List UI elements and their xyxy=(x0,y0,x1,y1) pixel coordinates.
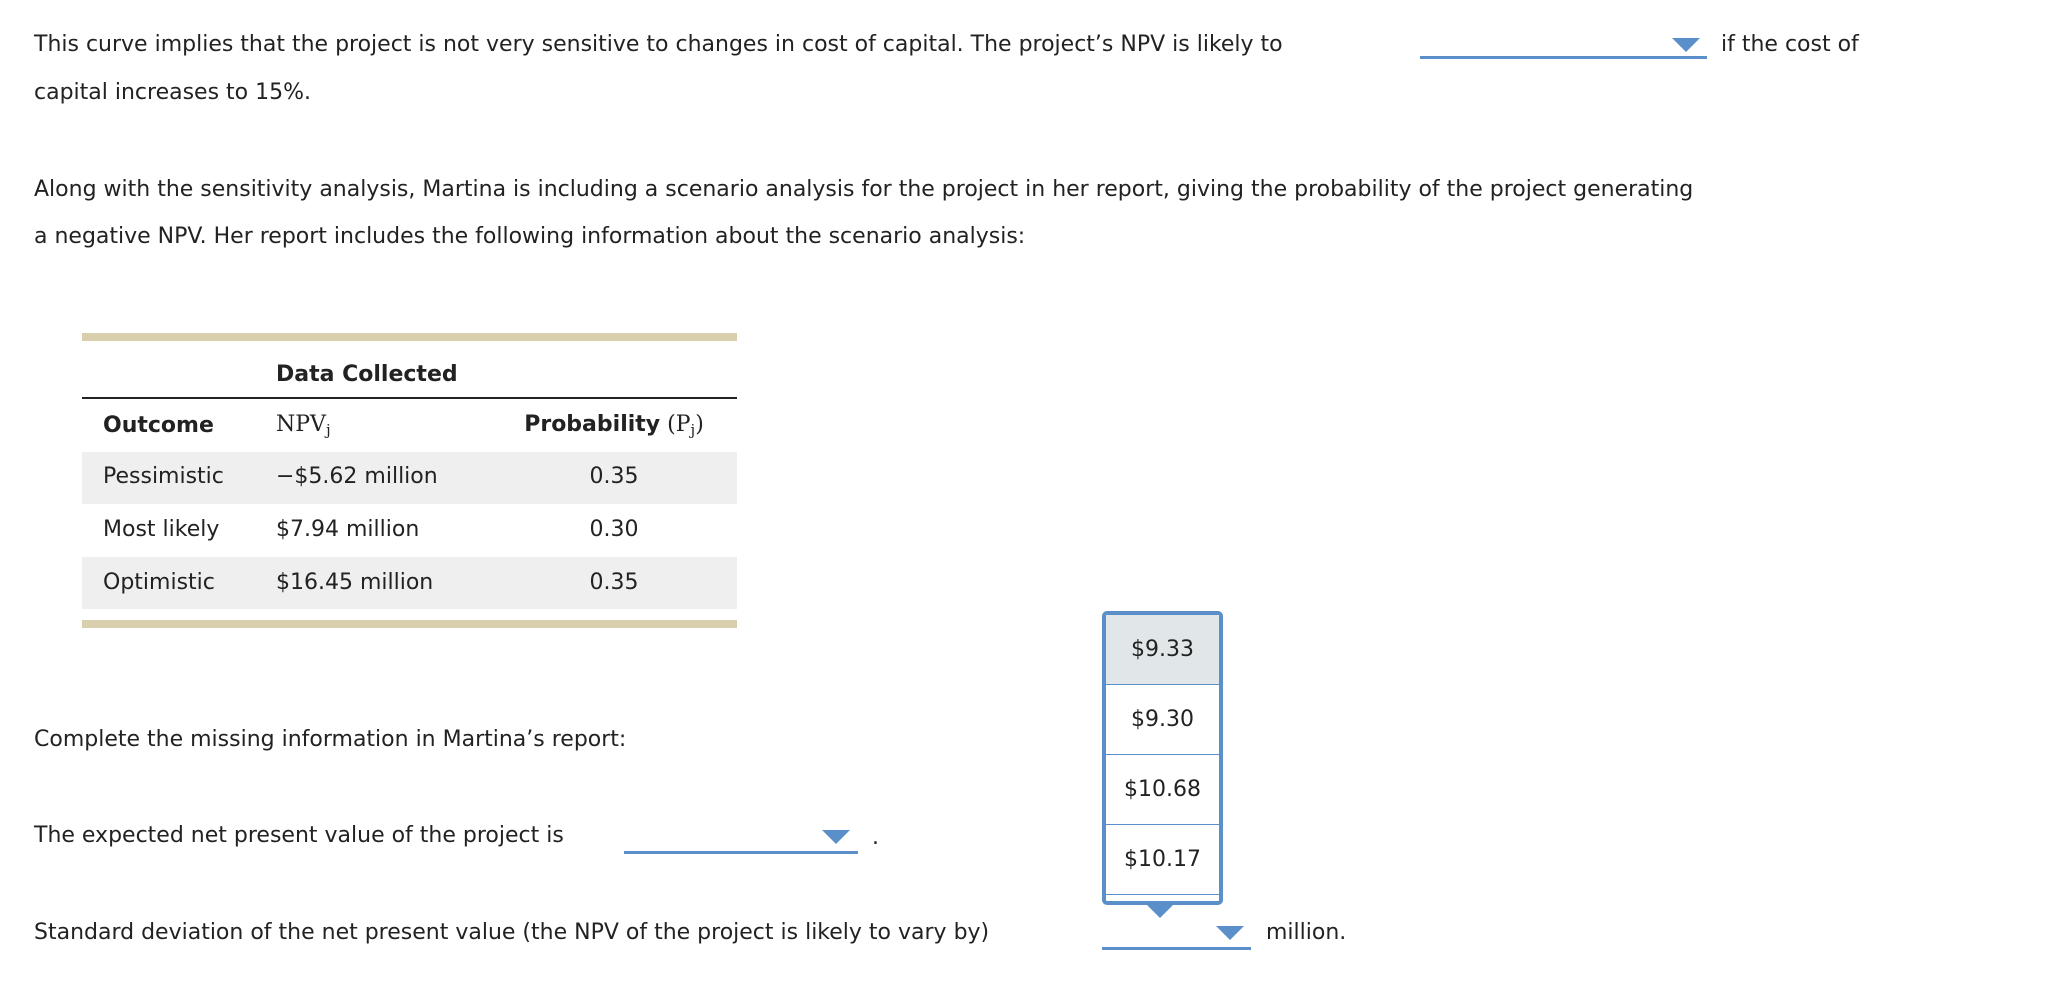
table-cell: $7.94 million xyxy=(276,517,420,542)
header-subscript: j xyxy=(325,421,331,439)
header-text: NPV xyxy=(276,412,326,437)
question-text: The expected net present value of the pr… xyxy=(34,823,564,848)
header-subscript: j xyxy=(690,421,696,439)
row-band xyxy=(82,452,737,504)
dropdown-option[interactable]: $9.33 xyxy=(1106,615,1219,685)
table-cell: −$5.62 million xyxy=(276,464,438,489)
dropdown-option[interactable]: $10.17 xyxy=(1106,825,1219,895)
dropdown[interactable] xyxy=(624,824,858,854)
header-text: Probability xyxy=(524,412,661,437)
dropdown-arrow[interactable] xyxy=(822,830,850,844)
table-border xyxy=(82,333,737,341)
column-header: Outcome xyxy=(103,413,214,438)
menu-pointer xyxy=(1146,904,1174,918)
table-cell: 0.35 xyxy=(589,464,639,489)
row-band xyxy=(82,557,737,609)
question-text: Standard deviation of the net present va… xyxy=(34,920,990,945)
table-group-header: Data Collected xyxy=(276,362,458,387)
column-header: Probability (Pj) xyxy=(524,414,704,438)
prompt: Complete the missing information in Mart… xyxy=(34,727,627,752)
paragraph-text: if the cost of xyxy=(1721,32,1859,57)
table-cell: 0.35 xyxy=(589,570,639,595)
paragraph-text: capital increases to 15%. xyxy=(34,80,312,105)
table-cell: 0.30 xyxy=(589,517,639,542)
dropdown-option[interactable]: $10.68 xyxy=(1106,755,1219,825)
table-cell: Optimistic xyxy=(103,570,215,595)
header-text: (P xyxy=(667,412,691,437)
dropdown[interactable] xyxy=(1102,920,1251,950)
table-cell: $16.45 million xyxy=(276,570,434,595)
paragraph-text: Along with the sensitivity analysis, Mar… xyxy=(34,177,1694,202)
dropdown-menu: $9.33 $9.30 $10.68 $10.17 xyxy=(1102,611,1223,905)
column-header: NPVj xyxy=(276,414,331,438)
paragraph-text: a negative NPV. Her report includes the … xyxy=(34,224,1026,249)
table-rule xyxy=(82,397,737,399)
table-cell: Most likely xyxy=(103,517,220,542)
table-border xyxy=(82,620,737,628)
question-text: million. xyxy=(1266,920,1347,945)
header-text: ) xyxy=(695,412,704,437)
paragraph-text: This curve implies that the project is n… xyxy=(34,32,1283,57)
dropdown-option[interactable]: $9.30 xyxy=(1106,685,1219,755)
question-text: . xyxy=(872,825,879,850)
dropdown-arrow[interactable] xyxy=(1216,926,1244,940)
dropdown[interactable] xyxy=(1420,28,1707,59)
table-cell: Pessimistic xyxy=(103,464,224,489)
dropdown-arrow[interactable] xyxy=(1672,38,1700,52)
